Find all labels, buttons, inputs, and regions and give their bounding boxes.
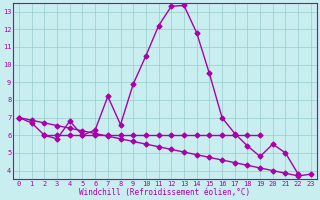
X-axis label: Windchill (Refroidissement éolien,°C): Windchill (Refroidissement éolien,°C) [79,188,251,197]
